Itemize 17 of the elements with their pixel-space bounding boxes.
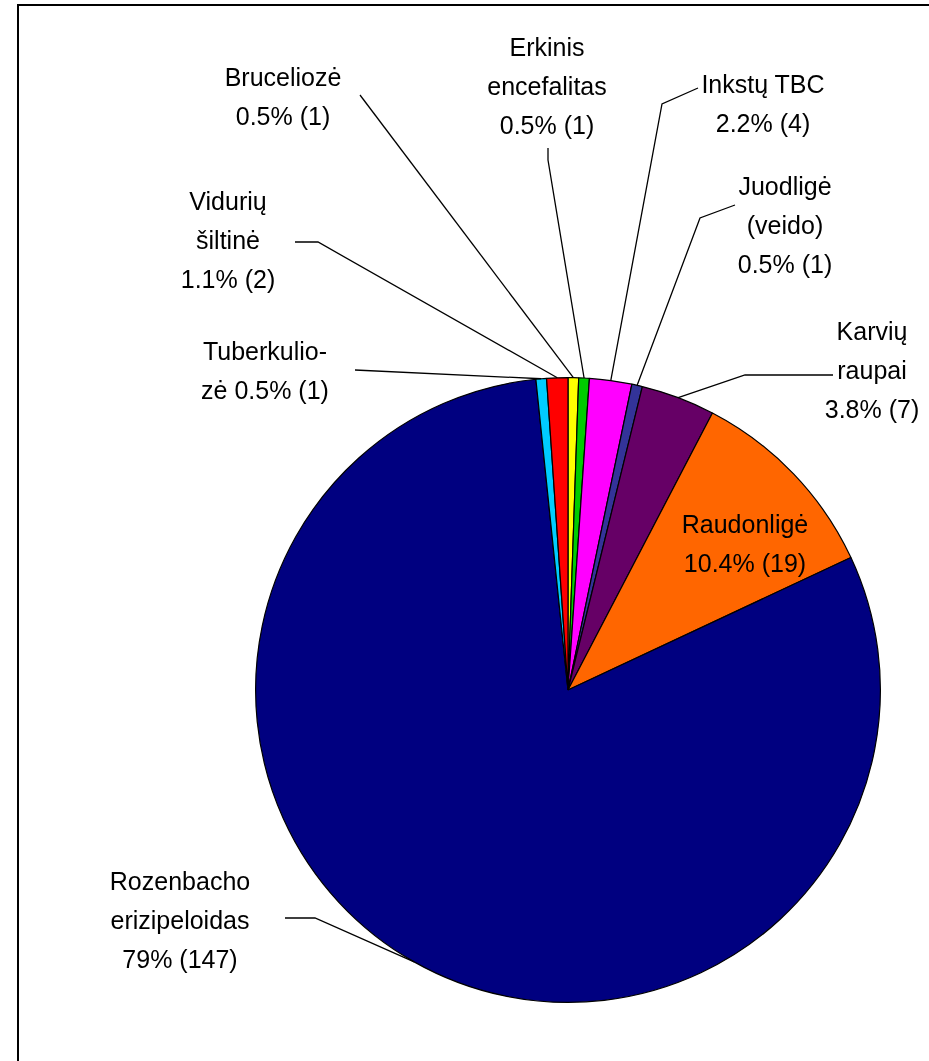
data-label: 0.5% (1) [499, 111, 595, 139]
slice-label: Rozenbacho erizipeloidas [109, 867, 251, 934]
data-label: 3.8% (7) [824, 395, 920, 423]
slice-label: Juodligė (veido) [738, 172, 832, 239]
data-label: 1.1% (2) [180, 265, 276, 293]
data-label: 10.4% (19) [683, 549, 807, 577]
slice-label: Bruceliozė [224, 63, 342, 91]
slice-label: Erkinis encefalitas [487, 33, 607, 100]
data-label: 0.5% (1) [235, 102, 331, 130]
slice-label: Inkstų TBC [701, 70, 825, 98]
slice-label: Vidurių šiltinė [189, 187, 267, 254]
data-label: 2.2% (4) [715, 109, 811, 137]
data-label: 79% (147) [122, 945, 238, 973]
slice-label: Karvių raupai [836, 317, 908, 384]
slice-label: Raudonligė [681, 510, 809, 538]
data-label: 0.5% (1) [737, 250, 833, 278]
slice-label: Tuberkulio-zė 0.5% (1) [201, 337, 329, 404]
